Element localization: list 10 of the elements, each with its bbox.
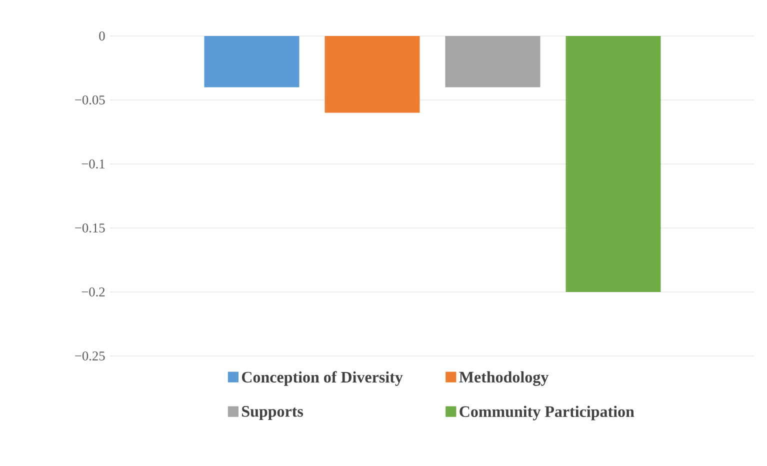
y-tick-label: −0.25	[75, 351, 105, 361]
y-tick-label: −0.15	[75, 223, 105, 233]
legend-label: Supports	[242, 406, 304, 420]
y-tick-label: 0	[99, 31, 105, 40]
y-tick-label: −0.05	[75, 95, 105, 105]
legend-label: Methodology	[459, 371, 549, 386]
y-tick-label: −0.2	[82, 287, 105, 297]
legend-label: Conception of Diversity	[242, 371, 403, 386]
legend-label: Community Participation	[460, 406, 634, 420]
y-tick-label: −0.1	[82, 159, 105, 169]
